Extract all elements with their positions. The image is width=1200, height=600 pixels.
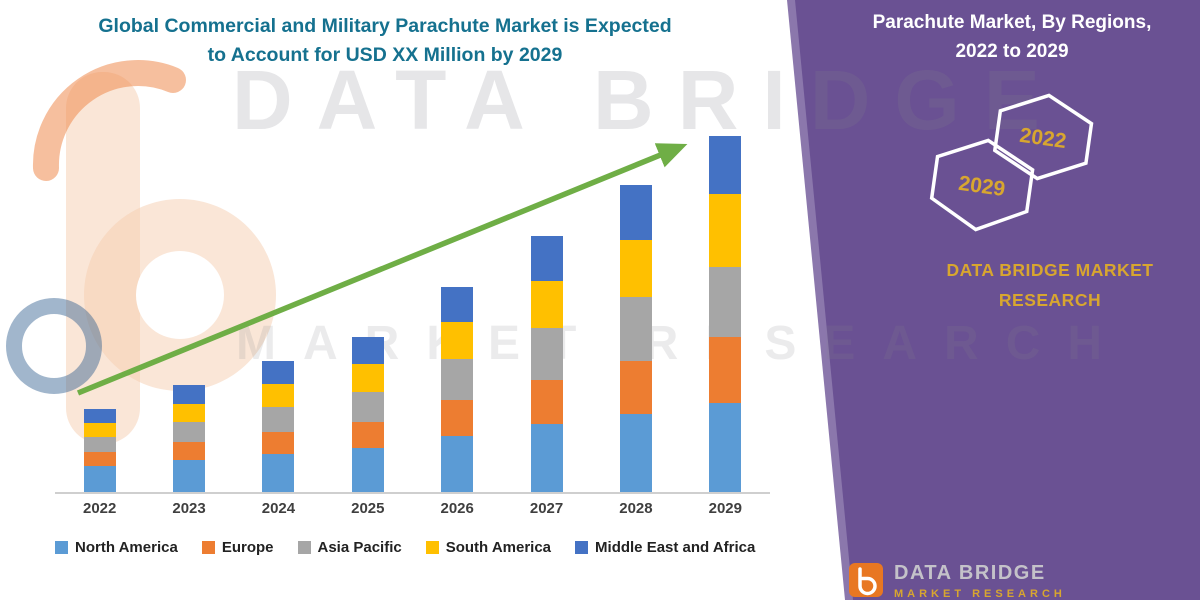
x-label-2023: 2023 bbox=[172, 500, 206, 517]
bar-segment-2025 bbox=[351, 448, 384, 492]
bar-segment-2022 bbox=[83, 409, 116, 423]
legend-label: Europe bbox=[221, 539, 274, 556]
hexagon-2022: 2022 bbox=[992, 93, 1094, 188]
bar-segment-2022 bbox=[83, 452, 116, 466]
side-panel-title-line1: Parachute Market, By Regions, bbox=[872, 12, 1152, 33]
bar-segment-2026 bbox=[441, 322, 474, 359]
bar-segment-2028 bbox=[619, 297, 652, 361]
bar-segment-2027 bbox=[530, 281, 563, 328]
hexagon-2029: 2029 bbox=[929, 138, 1035, 237]
bar-segment-2029 bbox=[709, 267, 742, 337]
side-panel-title-line2: 2022 to 2029 bbox=[955, 41, 1069, 63]
bar-2025 bbox=[351, 337, 384, 492]
bar-2026 bbox=[441, 287, 474, 492]
bar-segment-2026 bbox=[441, 400, 474, 436]
bar-segment-2023 bbox=[173, 385, 206, 404]
bar-segment-2029 bbox=[709, 194, 742, 267]
bar-segment-2023 bbox=[173, 442, 206, 460]
legend-label: Asia Pacific bbox=[317, 539, 402, 556]
bar-segment-2028 bbox=[619, 361, 652, 414]
bar-2023 bbox=[173, 385, 206, 492]
bar-segment-2025 bbox=[351, 422, 384, 448]
bar-segment-2028 bbox=[619, 240, 652, 297]
bar-segment-2027 bbox=[530, 328, 563, 380]
brand-text-line1: DATA BRIDGE MARKET bbox=[946, 260, 1154, 280]
dbmr-logo-icon bbox=[849, 563, 883, 597]
bar-segment-2029 bbox=[709, 403, 742, 492]
bar-segment-2025 bbox=[351, 364, 384, 392]
bar-segment-2024 bbox=[262, 407, 295, 432]
bar-2028 bbox=[619, 185, 652, 492]
bar-2022 bbox=[83, 409, 116, 492]
x-axis-labels: 2022 2023 2024 2025 2026 2027 2028 2029 bbox=[55, 500, 770, 522]
legend-item: North America bbox=[55, 539, 178, 556]
bar-segment-2024 bbox=[262, 454, 295, 492]
bar-segment-2024 bbox=[262, 361, 295, 384]
x-label-2025: 2025 bbox=[351, 500, 385, 517]
x-label-2026: 2026 bbox=[440, 500, 474, 517]
bar-2027 bbox=[530, 236, 563, 492]
chart-title: Global Commercial and Military Parachute… bbox=[60, 12, 710, 71]
legend-label: Middle East and Africa bbox=[595, 539, 756, 556]
bar-segment-2025 bbox=[351, 337, 384, 364]
x-label-2028: 2028 bbox=[619, 500, 653, 517]
bar-2029 bbox=[709, 136, 742, 492]
bar-segment-2026 bbox=[441, 359, 474, 400]
chart-title-line2: to Account for USD XX Million by 2029 bbox=[207, 44, 563, 67]
legend-swatch-icon bbox=[575, 541, 589, 554]
x-label-2029: 2029 bbox=[708, 500, 742, 517]
bar-segment-2022 bbox=[83, 423, 116, 437]
side-panel bbox=[795, 0, 1200, 600]
bar-segment-2025 bbox=[351, 392, 384, 422]
legend-swatch-icon bbox=[201, 541, 215, 554]
bar-segment-2023 bbox=[173, 404, 206, 422]
hexagon-2029-label: 2029 bbox=[957, 172, 1006, 201]
bar-segment-2022 bbox=[83, 437, 116, 452]
footer-brand-name: DATA BRIDGE bbox=[894, 562, 1046, 584]
plot-area bbox=[55, 120, 770, 494]
bar-segment-2026 bbox=[441, 436, 474, 492]
footer-brand: DATA BRIDGE MARKET RESEARCH bbox=[848, 562, 1066, 600]
brand-text-line2: RESEARCH bbox=[998, 289, 1102, 310]
chart-title-line1: Global Commercial and Military Parachute… bbox=[98, 15, 672, 37]
bar-segment-2024 bbox=[262, 384, 295, 407]
footer-brand-sub: MARKET RESEARCH bbox=[894, 588, 1066, 600]
bar-segment-2023 bbox=[173, 422, 206, 442]
bar-segment-2027 bbox=[530, 380, 563, 424]
bar-segment-2022 bbox=[83, 466, 116, 492]
bar-segment-2026 bbox=[441, 287, 474, 322]
legend-swatch-icon bbox=[55, 541, 68, 554]
bar-segment-2028 bbox=[619, 414, 652, 492]
x-label-2027: 2027 bbox=[529, 500, 564, 517]
x-label-2022: 2022 bbox=[83, 500, 117, 517]
legend-swatch-icon bbox=[425, 541, 439, 554]
bar-2024 bbox=[262, 361, 295, 492]
legend-item: South America bbox=[425, 539, 552, 556]
bar-segment-2024 bbox=[262, 432, 295, 454]
side-panel-title: Parachute Market, By Regions, 2022 to 20… bbox=[852, 8, 1172, 67]
brand-text: DATA BRIDGE MARKET RESEARCH bbox=[900, 256, 1200, 316]
bar-segment-2027 bbox=[530, 236, 563, 281]
legend-item: Asia Pacific bbox=[297, 539, 402, 556]
bar-segment-2027 bbox=[530, 424, 563, 492]
bar-segment-2023 bbox=[173, 460, 206, 492]
legend-label: North America bbox=[75, 539, 178, 556]
legend-label: South America bbox=[445, 539, 552, 556]
bar-segment-2028 bbox=[619, 185, 652, 240]
legend-item: Middle East and Africa bbox=[575, 539, 755, 556]
x-label-2024: 2024 bbox=[261, 500, 296, 517]
legend-swatch-icon bbox=[297, 541, 311, 554]
legend: North America Europe Asia Pacific South Ame… bbox=[55, 539, 775, 556]
legend-item: Europe bbox=[201, 539, 274, 556]
bar-segment-2029 bbox=[709, 337, 742, 403]
bar-segment-2029 bbox=[709, 136, 742, 194]
